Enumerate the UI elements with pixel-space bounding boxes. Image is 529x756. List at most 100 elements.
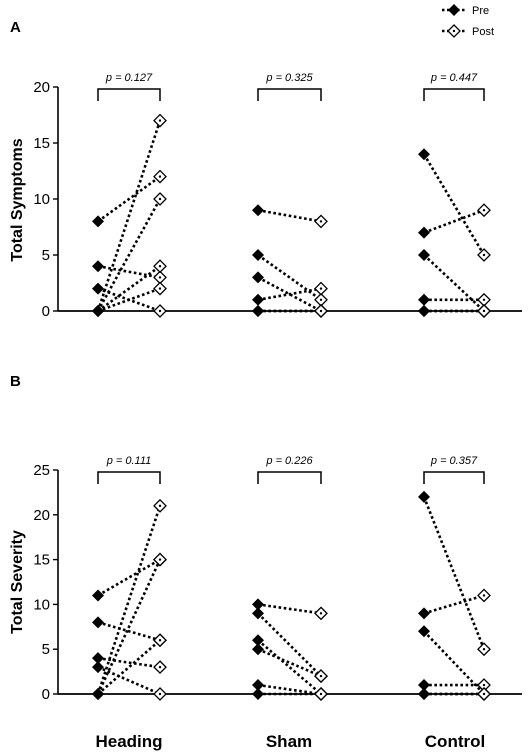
legend-pre-label: Pre: [472, 5, 489, 17]
pair-line: [423, 208, 485, 234]
p-value-label: p = 0.357: [430, 455, 478, 467]
post-point-dot: [319, 674, 323, 678]
post-point-dot: [158, 175, 162, 178]
y-tick-label: 10: [33, 191, 50, 208]
pre-point: [252, 305, 264, 317]
pre-point: [252, 598, 264, 611]
legend-post-label: Post: [472, 26, 494, 38]
post-point-dot: [319, 612, 323, 615]
significance-bracket: [423, 471, 485, 484]
significance-bracket: [423, 88, 485, 101]
pre-point: [92, 652, 104, 665]
post-point-dot: [158, 558, 162, 561]
group-label-control: Control: [425, 732, 485, 751]
significance-bracket: [257, 471, 322, 484]
pre-point: [252, 688, 264, 700]
pair-line: [97, 287, 161, 313]
pair-line: [257, 639, 322, 695]
pre-point: [418, 679, 430, 692]
post-point-dot: [158, 665, 162, 669]
pre-point: [252, 643, 264, 656]
post-point-dot: [319, 309, 323, 313]
pre-point: [418, 249, 430, 261]
pair-line: [423, 254, 485, 312]
pair-line: [97, 639, 161, 695]
pre-point: [92, 260, 104, 273]
pair-line: [257, 612, 322, 678]
post-point-dot: [482, 253, 486, 257]
pair-line: [96, 120, 162, 312]
legend-post-marker-dot: [452, 29, 456, 33]
pair-line: [422, 496, 486, 650]
pair-line: [96, 559, 162, 695]
post-point-dot: [482, 298, 486, 301]
significance-bracket: [97, 88, 161, 101]
pair-line: [422, 153, 486, 256]
p-value-label: p = 0.127: [105, 72, 153, 84]
post-point-dot: [482, 309, 486, 313]
y-tick-label: 15: [33, 135, 50, 152]
post-point-dot: [482, 683, 486, 687]
pair-line: [97, 665, 161, 696]
panel-b-ylabel: Total Severity: [9, 530, 26, 634]
pre-point: [252, 679, 264, 692]
post-point-dot: [482, 209, 486, 212]
panel-b-letter: B: [10, 373, 21, 390]
legend: Pre Post: [442, 4, 494, 38]
panel-b-plot: 0 5 10 15 20 25 p = 0.111 p = 0.226 p = 0.357: [33, 455, 522, 703]
pre-point: [418, 293, 430, 306]
y-tick-label: 0: [42, 303, 50, 320]
significance-bracket: [97, 471, 161, 484]
post-point-dot: [482, 692, 486, 696]
pair-line: [97, 264, 161, 279]
pre-point: [252, 249, 264, 261]
pair-line: [257, 287, 322, 302]
post-point-dot: [158, 692, 162, 696]
p-value-label: p = 0.447: [430, 72, 478, 84]
pre-point: [92, 616, 104, 629]
pair-line: [257, 683, 322, 696]
pre-point: [418, 490, 430, 503]
post-point-dot: [158, 265, 162, 268]
pre-point: [252, 204, 264, 217]
y-tick-label: 20: [33, 507, 50, 524]
pre-point: [418, 148, 430, 161]
post-point-dot: [158, 287, 162, 290]
group-label-heading: Heading: [95, 732, 162, 751]
post-point-dot: [319, 287, 323, 290]
pair-line: [96, 505, 162, 695]
post-point-dot: [158, 119, 162, 122]
post-point-dot: [158, 504, 162, 508]
pair-line: [257, 208, 322, 223]
pre-point: [252, 271, 264, 284]
y-tick-label: 0: [42, 686, 50, 703]
post-point-dot: [482, 594, 486, 597]
pre-point: [418, 625, 430, 638]
y-tick-label: 5: [42, 247, 50, 264]
pair-line: [423, 594, 485, 615]
pair-line: [423, 630, 485, 695]
panel-a-ylabel: Total Symptoms: [9, 138, 26, 261]
pair-line: [257, 603, 322, 615]
pre-point: [92, 589, 104, 602]
panel-a-letter: A: [10, 19, 21, 36]
pre-point: [252, 634, 264, 647]
legend-pre-marker: [448, 4, 460, 16]
y-tick-label: 10: [33, 596, 50, 613]
post-point-dot: [158, 197, 162, 201]
post-point-dot: [319, 298, 323, 301]
pre-point: [418, 607, 430, 620]
pre-point: [418, 226, 430, 239]
pre-point: [92, 282, 104, 295]
significance-bracket: [257, 88, 322, 101]
pre-point: [92, 661, 104, 674]
pre-point: [252, 607, 264, 620]
pre-point: [92, 215, 104, 228]
post-point-dot: [158, 276, 162, 279]
p-value-label: p = 0.226: [265, 455, 313, 467]
post-point-dot: [158, 309, 162, 313]
y-tick-label: 25: [33, 462, 50, 479]
group-label-sham: Sham: [266, 732, 312, 751]
pair-line: [257, 648, 322, 678]
